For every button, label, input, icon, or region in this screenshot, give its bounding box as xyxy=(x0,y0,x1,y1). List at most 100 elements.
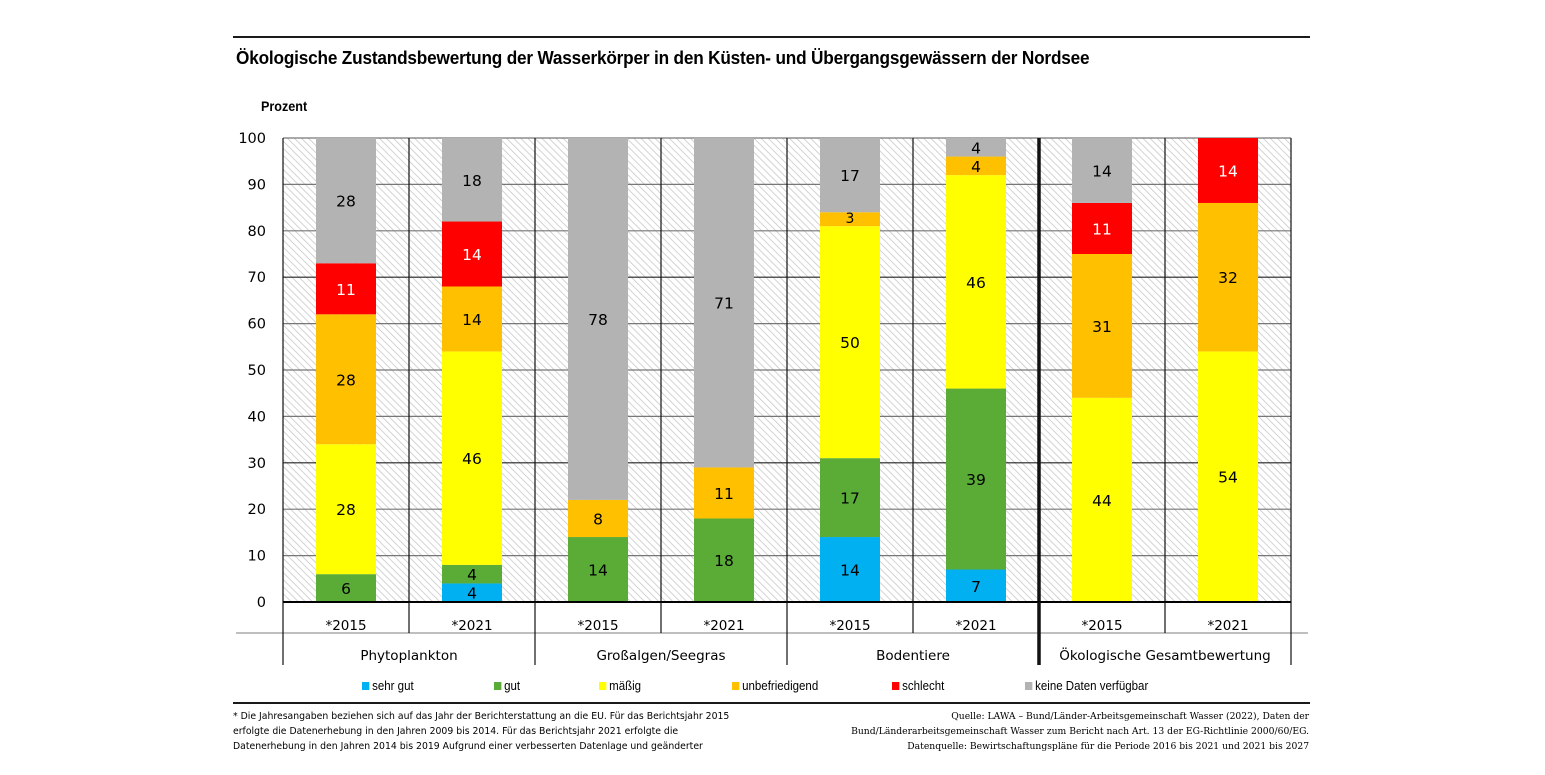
data-label: 71 xyxy=(714,295,734,313)
y-tick-label: 30 xyxy=(248,456,266,472)
data-label: 14 xyxy=(462,246,482,264)
bar-segment-m-ig xyxy=(316,444,376,575)
footer-rule xyxy=(233,702,1310,704)
data-label: 32 xyxy=(1218,269,1238,287)
legend-item-schlecht: schlecht xyxy=(892,679,944,693)
y-axis-label: Prozent xyxy=(261,98,308,114)
legend-swatch-keine-daten xyxy=(1025,682,1033,690)
bar-segment-sehr-gut xyxy=(442,583,502,602)
legend-label: keine Daten verfügbar xyxy=(1035,679,1149,693)
y-tick-label: 40 xyxy=(248,409,266,425)
legend-label: mäßig xyxy=(609,679,642,693)
x-tick-label: *2021 xyxy=(703,618,744,634)
y-tick-label: 100 xyxy=(238,131,266,147)
bar-segment-gut xyxy=(820,458,880,538)
bar-segment-unbefriedigend xyxy=(694,467,754,519)
y-tick-label: 10 xyxy=(248,549,266,565)
bar-segment-unbefriedigend xyxy=(946,156,1006,176)
y-tick-label: 20 xyxy=(248,502,266,518)
data-label: 46 xyxy=(966,274,986,292)
data-label: 8 xyxy=(593,510,603,528)
bar-segment-keine-daten-verf-gbar xyxy=(568,138,628,500)
bar-segment-unbefriedigend xyxy=(316,314,376,445)
x-tick-label: *2021 xyxy=(451,618,492,634)
data-label: 50 xyxy=(840,334,860,352)
data-label: 11 xyxy=(336,281,356,299)
legend-item-keine-daten: keine Daten verfügbar xyxy=(1025,679,1148,693)
x-tick-label: *2021 xyxy=(955,618,996,634)
data-label: 6 xyxy=(341,580,351,598)
footnote-line: Datenerhebung in den Jahren 2014 bis 201… xyxy=(233,741,703,752)
bar-segment-keine-daten-verf-gbar xyxy=(316,138,376,264)
bar-segment-sehr-gut xyxy=(946,569,1006,602)
legend-item-sehr-gut: sehr gut xyxy=(362,679,414,693)
data-label: 4 xyxy=(971,158,981,176)
legend-item-maessig: mäßig xyxy=(599,679,641,693)
title-rule xyxy=(233,36,1310,38)
bar-segment-gut xyxy=(568,537,628,602)
bar-segment-m-ig xyxy=(442,351,502,565)
bar-segment-keine-daten-verf-gbar xyxy=(694,138,754,468)
data-label: 11 xyxy=(1092,220,1112,238)
data-label: 4 xyxy=(971,139,981,157)
source-note: Quelle: LAWA – Bund/Länder-Arbeitsgemein… xyxy=(851,709,1309,754)
legend-label: schlecht xyxy=(902,679,945,693)
data-label: 4 xyxy=(467,566,477,584)
x-tick-label: *2015 xyxy=(325,618,366,634)
data-label: 28 xyxy=(336,501,356,519)
legend-swatch-schlecht xyxy=(892,682,900,690)
data-label: 31 xyxy=(1092,318,1112,336)
bar-segment-unbefriedigend xyxy=(1072,254,1132,398)
bar-segment-gut xyxy=(946,388,1006,570)
bar-segment-schlecht xyxy=(442,221,502,287)
source-line: Datenquelle: Bewirtschaftungspläne für d… xyxy=(907,741,1309,752)
bar-segment-m-ig xyxy=(1198,351,1258,602)
bar-segment-unbefriedigend xyxy=(1198,202,1258,352)
data-label: 39 xyxy=(966,471,986,489)
data-label: 46 xyxy=(462,450,482,468)
bar-segment-m-ig xyxy=(820,226,880,459)
x-tick-label: *2015 xyxy=(577,618,618,634)
legend-swatch-unbefriedigend xyxy=(732,682,740,690)
legend-swatch-gut xyxy=(494,682,502,690)
bar-segment-keine-daten-verf-gbar xyxy=(1072,138,1132,203)
legend-label: gut xyxy=(504,679,521,693)
bar-segment-schlecht xyxy=(1198,138,1258,203)
legend-item-gut: gut xyxy=(494,679,520,693)
legend-swatch-sehr-gut xyxy=(362,682,370,690)
data-label: 14 xyxy=(1092,162,1112,180)
chart-title: Ökologische Zustandsbewertung der Wasser… xyxy=(236,47,1090,68)
data-label: 44 xyxy=(1092,492,1112,510)
bar-segment-keine-daten-verf-gbar xyxy=(820,138,880,213)
bar-segment-schlecht xyxy=(1072,202,1132,254)
bar-segment-keine-daten-verf-gbar xyxy=(442,138,502,222)
y-tick-label: 80 xyxy=(248,224,266,240)
group-label: Bodentiere xyxy=(876,648,950,664)
bar-segment-schlecht xyxy=(316,263,376,315)
legend-label: unbefriedigend xyxy=(742,679,819,693)
legend-swatch-maessig xyxy=(599,682,607,690)
data-label: 11 xyxy=(714,485,734,503)
y-tick-label: 0 xyxy=(257,595,266,611)
bar-segment-sehr-gut xyxy=(820,537,880,602)
group-label: Großalgen/Seegras xyxy=(596,648,725,664)
data-label: 7 xyxy=(971,578,981,596)
data-label: 14 xyxy=(588,562,608,580)
data-label: 28 xyxy=(336,371,356,389)
data-label: 4 xyxy=(467,585,477,603)
data-label: 14 xyxy=(840,562,860,580)
data-label: 3 xyxy=(846,211,855,227)
legend-item-unbefriedigend: unbefriedigend xyxy=(732,679,818,693)
data-label: 18 xyxy=(462,172,482,190)
footnote-line: * Die Jahresangaben beziehen sich auf da… xyxy=(233,711,730,722)
x-tick-label: *2015 xyxy=(829,618,870,634)
y-tick-label: 90 xyxy=(248,177,266,193)
data-label: 17 xyxy=(840,490,860,508)
bar-segment-gut xyxy=(694,518,754,602)
x-tick-label: *2015 xyxy=(1081,618,1122,634)
data-label: 17 xyxy=(840,167,860,185)
group-label: Phytoplankton xyxy=(360,648,457,664)
legend-label: sehr gut xyxy=(372,679,414,693)
bar-segment-keine-daten-verf-gbar xyxy=(946,138,1006,157)
